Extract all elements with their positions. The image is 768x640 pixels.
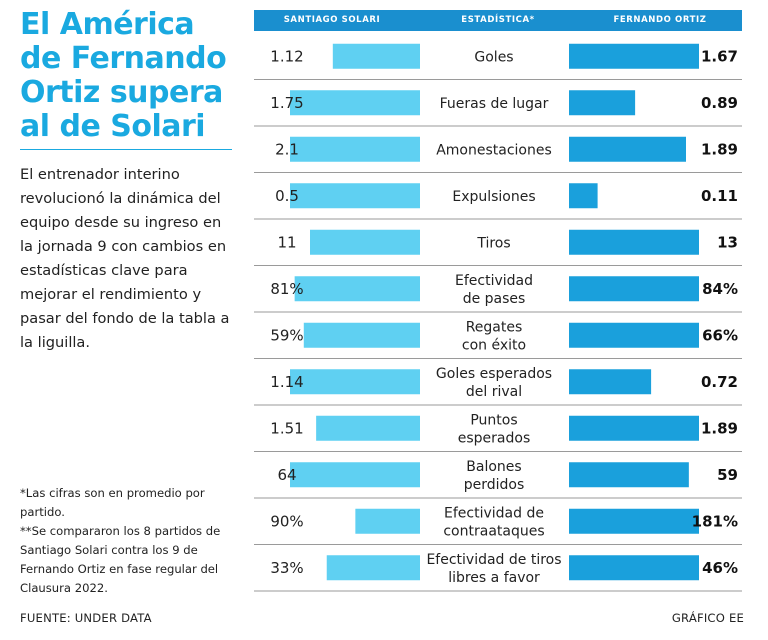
value-ortiz: 84% [702,280,738,298]
value-solari: 1.51 [270,419,303,437]
bar-solari [355,508,420,534]
bar-solari [290,369,420,395]
bar-ortiz [569,276,699,302]
bar-ortiz [569,229,699,255]
bar-solari [303,322,420,348]
source-label: FUENTE: UNDER DATA [20,611,152,625]
bar-ortiz [569,43,699,69]
value-solari: 81% [270,280,303,298]
bar-ortiz [569,136,686,162]
stat-label: Efectividad [455,273,533,289]
bar-ortiz [569,322,699,348]
bar-ortiz [569,90,636,116]
value-solari: 1.75 [270,94,303,112]
value-solari: 11 [277,233,296,251]
value-ortiz: 1.89 [701,140,738,158]
stat-label: Amonestaciones [436,142,552,158]
stat-label: del rival [466,384,522,400]
value-ortiz: 13 [717,233,738,251]
value-solari: 1.12 [270,47,303,65]
value-ortiz: 0.72 [701,373,738,391]
stat-label: Efectividad de tiros [426,552,561,568]
value-ortiz: 59 [717,466,738,484]
stat-label: esperados [458,430,531,446]
value-solari: 1.14 [270,373,303,391]
stat-label: Regates [466,319,523,335]
stat-label: libres a favor [448,570,540,586]
value-ortiz: 0.11 [701,187,738,205]
value-ortiz: 181% [692,512,738,530]
stat-label: perdidos [464,477,525,493]
credit-label: GRÁFICO EE [671,611,744,625]
bar-ortiz [569,555,699,581]
bar-solari [290,183,420,209]
value-solari: 0.5 [275,187,299,205]
stat-label: Goles [474,49,513,65]
bar-solari [290,462,420,488]
bar-ortiz [569,183,598,209]
value-solari: 33% [270,559,303,577]
stat-label: Puntos [470,412,517,428]
title-divider [20,149,232,150]
footnote-2: **Se compararon los 8 partidos de Santia… [20,524,221,595]
stat-label: Fueras de lugar [440,96,549,112]
bar-ortiz [569,508,699,534]
value-ortiz: 1.89 [701,419,738,437]
bar-solari [310,229,420,255]
bar-ortiz [569,369,652,395]
value-ortiz: 0.89 [701,94,738,112]
stat-label: con éxito [462,337,526,353]
bar-solari [294,276,420,302]
value-solari: 2.1 [275,140,299,158]
stat-label: Efectividad de [444,505,544,521]
footnotes: *Las cifras son en promedio por partido.… [20,484,240,598]
bar-solari [290,136,420,162]
bar-solari [332,43,420,69]
header-center: ESTADÍSTICA* [461,15,535,25]
value-ortiz: 46% [702,559,738,577]
value-solari: 59% [270,326,303,344]
value-solari: 64 [277,466,296,484]
bar-solari [290,90,420,116]
footnote-1: *Las cifras son en promedio por partido. [20,486,205,519]
bar-solari [326,555,420,581]
stat-label: Balones [466,459,521,475]
column-header: SANTIAGO SOLARI ESTADÍSTICA* FERNANDO OR… [254,10,742,31]
value-ortiz: 66% [702,326,738,344]
bar-ortiz [569,462,689,488]
page-title: El América de Fernando Ortiz supera al d… [20,7,227,144]
stat-label: Expulsiones [452,189,535,205]
stat-label: contraataques [443,523,544,539]
stat-label: Goles esperados [436,366,552,382]
intro-paragraph: El entrenador interino revolucionó la di… [20,166,230,351]
value-ortiz: 1.67 [701,47,738,65]
bar-solari [316,415,420,441]
header-left: SANTIAGO SOLARI [283,15,381,25]
bar-ortiz [569,415,699,441]
stat-label: Tiros [476,235,510,251]
stat-label: de pases [463,291,526,307]
header-right: FERNANDO ORTIZ [613,15,707,25]
value-solari: 90% [270,512,303,530]
